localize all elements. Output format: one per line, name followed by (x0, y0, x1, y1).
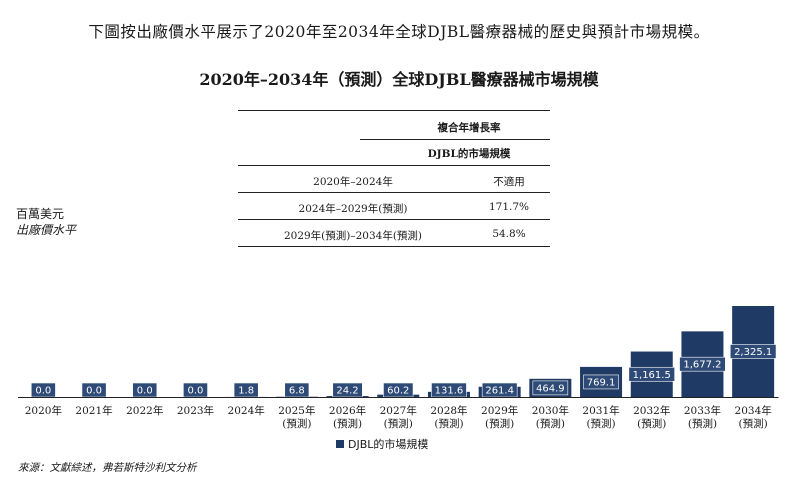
table-top-rule (238, 110, 550, 111)
x-tick-label: (預測) (688, 417, 717, 430)
data-label: 0.0 (137, 386, 153, 397)
data-label: 0.0 (35, 386, 51, 397)
subheader-rule (238, 165, 550, 166)
unit-price-level: 出廠價水平 (16, 223, 77, 237)
data-label: 1.8 (238, 386, 254, 397)
x-tick-label: (預測) (434, 417, 463, 430)
data-label: 261.4 (485, 386, 514, 397)
x-tick-label: 2031年 (582, 404, 619, 417)
x-tick-label: 2034年 (735, 404, 772, 417)
data-label: 24.2 (336, 386, 358, 397)
data-label-box (583, 374, 619, 390)
x-tick-label: 2024年 (228, 404, 265, 417)
data-label-box (679, 356, 726, 372)
data-label: 1,677.2 (683, 360, 721, 371)
data-label: 0.0 (86, 386, 102, 397)
x-tick-label: (預測) (536, 417, 565, 430)
data-label: 6.8 (289, 386, 305, 397)
x-tick-label: 2032年 (633, 404, 670, 417)
x-tick-label: (預測) (282, 417, 311, 430)
row-rule (238, 192, 550, 193)
data-label: 2,325.1 (734, 347, 772, 358)
data-label: 60.2 (387, 386, 409, 397)
x-tick-label: 2023年 (177, 404, 214, 417)
cagr-row-period: 2020年–2024年 (313, 176, 393, 188)
x-tick-label: (預測) (586, 417, 615, 430)
data-label: 131.6 (435, 386, 464, 397)
cagr-row-period: 2024年–2029年(預測) (298, 203, 408, 215)
bar-chart: 0.0 2020年 0.0 2021年 0.0 2022年 0.0 2023年 1.8 2024年… (18, 306, 779, 430)
x-tick-label: 2022年 (126, 404, 163, 417)
cagr-row-value: 171.7% (488, 201, 530, 213)
cagr-row-value: 不適用 (493, 176, 525, 188)
data-label: 0.0 (187, 386, 203, 397)
chart-title: 2020年–2034年（預測）全球DJBL醫療器械市場規模 (199, 70, 599, 89)
x-tick-label: (預測) (637, 417, 666, 430)
x-tick-label: (預測) (384, 417, 413, 430)
legend-label: DJBL的市場規模 (348, 438, 429, 451)
intro-text: 下圖按出廠價水平展示了2020年至2034年全球DJBL醫療器械的歷史與預計市場… (88, 23, 710, 41)
x-tick-label: (預測) (739, 417, 768, 430)
cagr-header: 複合年增長率 (437, 122, 501, 134)
x-tick-label: 2029年 (481, 404, 518, 417)
chart-legend: DJBL的市場規模 (336, 436, 428, 452)
x-tick-label: 2026年 (329, 404, 366, 417)
cagr-subheader: DJBL的市場規模 (427, 148, 511, 160)
x-tick-label: 2033年 (684, 404, 721, 417)
x-tick-label: 2021年 (75, 404, 112, 417)
unit-currency: 百萬美元 (16, 207, 65, 221)
data-label: 769.1 (587, 377, 616, 388)
x-tick-label: (預測) (333, 417, 362, 430)
legend-swatch (336, 440, 344, 448)
data-label: 464.9 (536, 383, 565, 394)
row-rule (238, 219, 550, 220)
table-bottom-rule (238, 246, 550, 247)
data-label-box (729, 344, 777, 359)
cagr-row-value: 54.8% (492, 228, 526, 240)
source-note: 來源：文獻綜述，弗若斯特沙利文分析 (18, 462, 197, 474)
x-tick-label: (預測) (485, 417, 514, 430)
x-tick-label: 2030年 (532, 404, 569, 417)
header-rule (360, 139, 550, 140)
x-tick-label: 2025年 (278, 404, 315, 417)
unit-label: 百萬美元 出廠價水平 (16, 206, 76, 238)
data-label: 1,161.5 (633, 370, 671, 381)
x-tick-label: 2020年 (25, 404, 62, 417)
cagr-row-period: 2029年(預測)–2034年(預測) (283, 230, 423, 242)
data-label-box (628, 366, 675, 382)
x-tick-label: 2027年 (380, 404, 417, 417)
data-label-box (532, 380, 569, 396)
x-tick-label: 2028年 (430, 404, 467, 417)
